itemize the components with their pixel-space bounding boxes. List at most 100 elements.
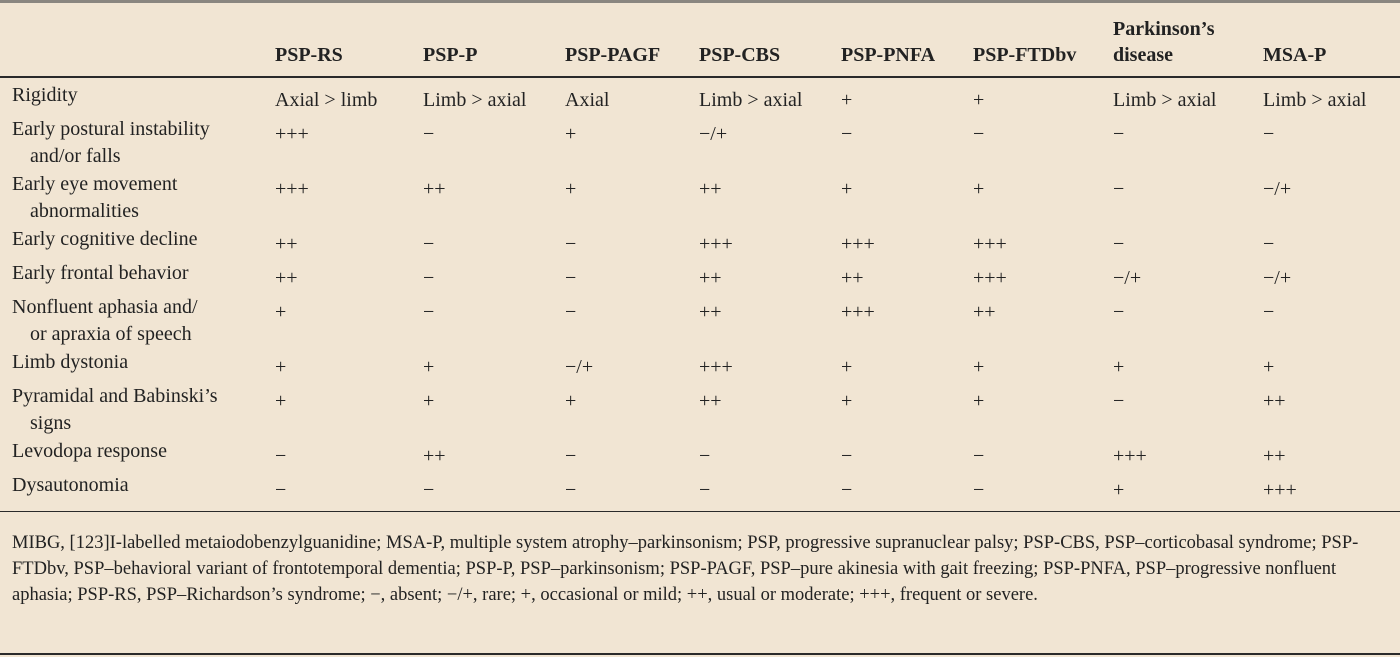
table-row: Rigidity Axial > limb Limb > axial Axial Lim… [0, 80, 1400, 114]
table-body: Rigidity Axial > limb Limb > axial Axial Lim… [0, 80, 1400, 504]
row-label-line: Rigidity [12, 84, 78, 106]
table-cell: +++ [1263, 479, 1297, 501]
row-label-line: signs [30, 412, 72, 434]
table-cell: − [275, 479, 287, 501]
table-cell: ++ [275, 267, 298, 289]
table-cell: Limb > axial [699, 89, 803, 111]
table-cell: + [973, 178, 985, 200]
table-cell: ++ [423, 445, 446, 467]
table-cell: − [565, 445, 577, 467]
column-header: PSP-RS [275, 44, 343, 66]
column-header: PSP-PNFA [841, 44, 936, 66]
table-cell: + [565, 178, 577, 200]
table-cell: −/+ [1113, 267, 1142, 289]
table-cell: +++ [841, 301, 875, 323]
table-cell: + [565, 123, 577, 145]
table-cell: +++ [973, 267, 1007, 289]
table-cell: −/+ [565, 356, 594, 378]
table-cell: +++ [1113, 445, 1147, 467]
row-label: Early eye movement abnormalities [12, 171, 262, 225]
table-cell: Limb > axial [423, 89, 527, 111]
table-cell: − [1113, 233, 1125, 255]
table-row: Early cognitive decline ++ − − +++ +++ +++ − − [0, 224, 1400, 258]
row-label-line: Early postural instability [12, 118, 210, 140]
table-cell: Limb > axial [1263, 89, 1367, 111]
row-label-line: Early frontal behavior [12, 262, 189, 284]
row-label-line: Limb dystonia [12, 351, 129, 373]
table-cell: + [1113, 479, 1125, 501]
column-header: PSP-PAGF [565, 44, 661, 66]
table-row: Limb dystonia + + −/+ +++ + + + + [0, 347, 1400, 381]
table-cell: − [841, 123, 853, 145]
table-cell: − [565, 233, 577, 255]
table-cell: − [1113, 390, 1125, 412]
table-cell: − [423, 479, 435, 501]
table-cell: − [1263, 123, 1275, 145]
table-cell: + [973, 390, 985, 412]
table-cell: − [841, 479, 853, 501]
table-cell: + [841, 89, 853, 111]
table-cell: ++ [841, 267, 864, 289]
table-cell: +++ [973, 233, 1007, 255]
table-cell: +++ [699, 356, 733, 378]
row-label: Early frontal behavior [12, 260, 262, 287]
table-cell: − [699, 479, 711, 501]
row-label-line: Early eye movement [12, 173, 178, 195]
table-cell: + [275, 390, 287, 412]
table-row: Early eye movement abnormalities +++ ++ + ++ +… [0, 169, 1400, 224]
table-cell: − [1263, 301, 1275, 323]
row-label: Nonfluent aphasia and/or apraxia of spee… [12, 294, 262, 348]
table-cell: − [423, 233, 435, 255]
table-cell: −/+ [699, 123, 728, 145]
column-header: PSP-FTDbv [973, 44, 1077, 66]
table-cell: +++ [841, 233, 875, 255]
table-header: PSP-RS PSP-P PSP-PAGF PSP-CBS PSP-PNFA PSP-FT… [0, 10, 1400, 78]
table-cell: + [841, 390, 853, 412]
table-cell: + [841, 356, 853, 378]
column-header: MSA-P [1263, 44, 1327, 66]
row-label: Early postural instability and/or falls [12, 116, 262, 170]
table-cell: − [423, 267, 435, 289]
table-cell: − [565, 267, 577, 289]
table-cell: Limb > axial [1113, 89, 1217, 111]
row-label-line: Dysautonomia [12, 474, 129, 496]
table-cell: + [973, 356, 985, 378]
table-row: Pyramidal and Babinski’s signs + + + ++ + + − ++ [0, 381, 1400, 436]
row-label-line: or apraxia of speech [30, 323, 192, 345]
table-cell: − [565, 301, 577, 323]
table-cell: ++ [275, 233, 298, 255]
table-cell: − [565, 479, 577, 501]
table-cell: ++ [1263, 390, 1286, 412]
row-label-line: abnormalities [30, 200, 139, 222]
table-cell: − [973, 445, 985, 467]
table-cell: − [973, 479, 985, 501]
table-cell: ++ [1263, 445, 1286, 467]
table-cell: − [423, 301, 435, 323]
table-cell: Axial > limb [275, 89, 378, 111]
table-cell: +++ [275, 178, 309, 200]
table-cell: Axial [565, 89, 610, 111]
row-label: Early cognitive decline [12, 226, 262, 253]
table-rule [0, 511, 1400, 512]
row-label-line: Early cognitive decline [12, 228, 198, 250]
table-cell: + [973, 89, 985, 111]
table-row: Early frontal behavior ++ − − ++ ++ +++ −/+ −/+ [0, 258, 1400, 292]
row-label-line: Pyramidal and Babinski’s [12, 385, 218, 407]
table-row: Nonfluent aphasia and/or apraxia of spee… [0, 292, 1400, 347]
table-cell: ++ [423, 178, 446, 200]
row-label-line: and/or falls [30, 145, 121, 167]
table-cell: − [973, 123, 985, 145]
table-cell: − [1263, 233, 1275, 255]
table-cell: − [423, 123, 435, 145]
table-footnote: MIBG, [123]I-labelled metaiodobenzylguan… [12, 533, 1359, 605]
column-header: PSP-P [423, 44, 478, 66]
top-rule [0, 0, 1400, 3]
column-header: Parkinson’s disease [1113, 18, 1215, 66]
row-label-line: Levodopa response [12, 440, 167, 462]
row-label-line: Nonfluent aphasia and/ [12, 296, 198, 318]
table-row: Dysautonomia − − − − − − + +++ [0, 470, 1400, 504]
row-label: Dysautonomia [12, 472, 262, 499]
table-cell: + [275, 301, 287, 323]
table-cell: − [699, 445, 711, 467]
table-cell: ++ [699, 390, 722, 412]
